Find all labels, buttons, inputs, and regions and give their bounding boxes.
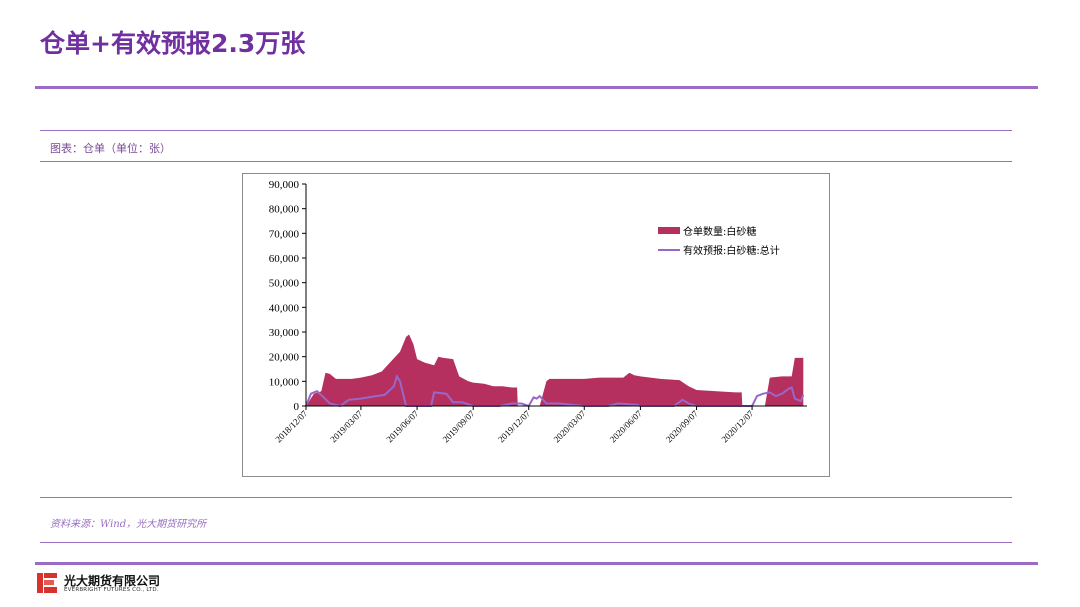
y-tick-label: 0 bbox=[294, 401, 300, 413]
y-tick-label: 80,000 bbox=[269, 204, 300, 216]
y-tick-label: 40,000 bbox=[269, 302, 300, 314]
x-tick-label: 2018/12/07 bbox=[273, 408, 309, 444]
company-name-en: EVERBRIGHT FUTURES CO., LTD. bbox=[64, 587, 159, 593]
source-bottom-line bbox=[40, 542, 1012, 543]
source-top-line bbox=[40, 497, 1012, 498]
y-tick-label: 60,000 bbox=[269, 253, 300, 265]
x-tick-label: 2020/03/07 bbox=[552, 408, 588, 444]
caption-bottom-line bbox=[40, 161, 1012, 162]
footer-divider bbox=[35, 562, 1038, 565]
slide-title: 仓单+有效预报2.3万张 bbox=[40, 29, 306, 58]
series-area-warehouse-receipts bbox=[306, 334, 804, 406]
x-tick-label: 2019/12/07 bbox=[496, 408, 532, 444]
y-tick-label: 10,000 bbox=[269, 376, 300, 388]
legend-label: 有效预报:白砂糖:总计 bbox=[683, 244, 780, 257]
x-tick-label: 2020/06/07 bbox=[608, 408, 644, 444]
y-tick-label: 70,000 bbox=[269, 228, 300, 240]
company-logo-icon bbox=[37, 573, 57, 593]
company-name-cn: 光大期货有限公司 bbox=[64, 574, 161, 588]
x-tick-label: 2019/06/07 bbox=[384, 408, 420, 444]
x-tick-label: 2019/09/07 bbox=[441, 408, 477, 444]
x-tick-label: 2019/03/07 bbox=[328, 408, 364, 444]
chart-frame: 0 10,000 20,000 30,000 40,000 50,000 60,000 70,… bbox=[242, 173, 830, 477]
series-line-valid-forecast bbox=[305, 374, 805, 408]
y-tick-label: 50,000 bbox=[269, 278, 300, 290]
chart-caption: 图表：仓单（单位：张） bbox=[50, 142, 171, 155]
y-tick-label: 30,000 bbox=[269, 327, 300, 339]
y-tick-label: 90,000 bbox=[269, 179, 300, 191]
title-divider bbox=[35, 86, 1038, 89]
x-tick-label: 2020/12/07 bbox=[719, 408, 755, 444]
warehouse-receipt-chart: 0 10,000 20,000 30,000 40,000 50,000 60,000 70,… bbox=[269, 179, 807, 444]
y-tick-label: 20,000 bbox=[269, 352, 300, 364]
source-note: 资料来源：Wind，光大期货研究所 bbox=[50, 519, 207, 530]
legend-swatch-area bbox=[658, 227, 680, 234]
x-tick-label: 2020/09/07 bbox=[664, 408, 700, 444]
caption-top-line bbox=[40, 130, 1012, 131]
legend-label: 仓单数量:白砂糖 bbox=[683, 225, 756, 238]
